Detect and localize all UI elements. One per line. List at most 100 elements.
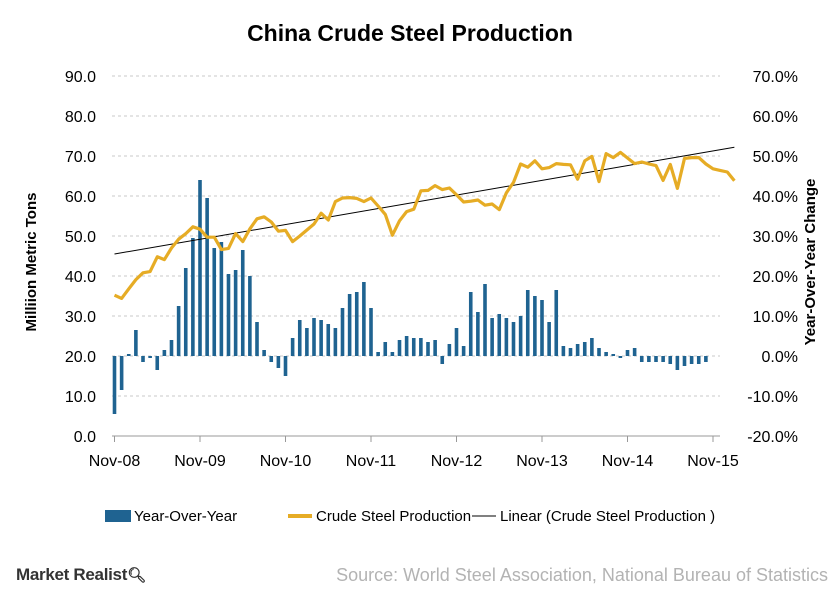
x-tick-label: Nov-12	[431, 453, 483, 470]
yoy-bar	[126, 354, 131, 356]
right-tick-label: 0.0%	[762, 349, 798, 366]
yoy-bar	[226, 274, 231, 356]
yoy-bar	[604, 352, 608, 356]
yoy-bar	[319, 320, 323, 356]
yoy-bar	[276, 356, 281, 368]
magnifier-icon: 🔍︎	[127, 567, 146, 584]
yoy-bar	[518, 316, 523, 356]
yoy-bar	[347, 294, 352, 356]
right-tick-label: -20.0%	[747, 429, 798, 446]
yoy-bar	[141, 356, 145, 362]
yoy-bar	[198, 180, 202, 356]
left-tick-label: 70.0	[65, 149, 96, 166]
yoy-bar	[440, 356, 445, 364]
left-tick-label: 90.0	[65, 69, 96, 86]
yoy-bar	[255, 322, 259, 356]
yoy-bar	[704, 356, 708, 362]
chart-title: China Crude Steel Production	[247, 20, 573, 46]
left-tick-label: 80.0	[65, 109, 96, 126]
x-tick-label: Nov-13	[516, 453, 568, 470]
yoy-bar	[240, 250, 245, 356]
left-axis-ticks: 0.0 10.0 20.0 30.0 40.0 50.0 60.0 70.0 80.0 90.0	[65, 69, 96, 446]
x-tick-label: Nov-15	[687, 453, 739, 470]
yoy-bar	[682, 356, 687, 366]
yoy-bar	[297, 320, 302, 356]
yoy-bar	[504, 318, 509, 356]
yoy-bar	[397, 340, 402, 356]
yoy-bar	[582, 342, 587, 356]
yoy-bar	[383, 342, 388, 356]
logo-text: Market Realist	[16, 565, 128, 584]
legend-label-production: Crude Steel Production	[316, 508, 471, 525]
yoy-bar	[233, 270, 238, 356]
yoy-bar	[454, 328, 459, 356]
yoy-bar	[433, 340, 437, 356]
yoy-bar	[511, 322, 516, 356]
source-note: Source: World Steel Association, Nationa…	[336, 565, 828, 585]
yoy-bar	[155, 356, 160, 370]
left-tick-label: 50.0	[65, 229, 96, 246]
market-realist-logo: Market Realist🔍︎	[16, 565, 146, 585]
yoy-bar	[119, 356, 124, 390]
left-axis-title: Milliion Metric Tons	[23, 193, 40, 332]
right-tick-label: -10.0%	[747, 389, 798, 406]
yoy-bar	[376, 352, 380, 356]
right-tick-label: 20.0%	[753, 269, 798, 286]
right-tick-label: 50.0%	[753, 149, 798, 166]
yoy-bar	[362, 282, 366, 356]
yoy-bar	[191, 238, 195, 356]
yoy-bars	[112, 180, 708, 414]
right-axis-ticks: -20.0% -10.0% 0.0% 10.0% 20.0% 30.0% 40.0% 50.0…	[747, 69, 798, 446]
yoy-bar	[148, 356, 152, 358]
x-tick-label: Nov-08	[89, 453, 141, 470]
yoy-bar	[283, 356, 288, 376]
yoy-bar	[689, 356, 694, 364]
yoy-bar	[205, 198, 209, 356]
legend: Year-Over-Year Crude Steel Production Li…	[105, 508, 715, 525]
yoy-bar	[597, 348, 601, 356]
yoy-bar	[618, 356, 623, 358]
x-tick-label: Nov-14	[602, 453, 654, 470]
yoy-bar	[169, 340, 174, 356]
yoy-bar	[632, 348, 637, 356]
yoy-bar	[654, 356, 658, 362]
yoy-bar	[611, 354, 616, 356]
yoy-bar	[639, 356, 644, 362]
yoy-bar	[212, 248, 217, 356]
yoy-bar	[134, 330, 138, 356]
yoy-bar	[333, 328, 338, 356]
right-tick-label: 70.0%	[753, 69, 798, 86]
yoy-bar	[661, 356, 665, 362]
legend-swatch-yoy	[105, 510, 131, 522]
x-tick-label: Nov-10	[260, 453, 312, 470]
yoy-bar	[290, 338, 295, 356]
x-tick-label: Nov-11	[346, 453, 396, 470]
left-tick-label: 10.0	[65, 389, 96, 406]
yoy-bar	[668, 356, 673, 364]
yoy-bar	[490, 318, 494, 356]
left-tick-label: 30.0	[65, 309, 96, 326]
yoy-bar	[547, 322, 551, 356]
left-tick-label: 60.0	[65, 189, 96, 206]
yoy-bar	[305, 328, 309, 356]
gridlines	[112, 75, 720, 397]
yoy-bar	[568, 348, 573, 356]
yoy-bar	[675, 356, 680, 370]
left-tick-label: 0.0	[74, 429, 96, 446]
right-tick-label: 40.0%	[753, 189, 798, 206]
yoy-bar	[390, 352, 395, 356]
legend-label-yoy: Year-Over-Year	[134, 508, 237, 525]
trendline-group	[114, 146, 735, 255]
left-tick-label: 40.0	[65, 269, 96, 286]
yoy-bar	[369, 308, 373, 356]
yoy-bar	[696, 356, 701, 364]
yoy-bar	[354, 292, 359, 356]
legend-label-linear: Linear (Crude Steel Production )	[500, 508, 715, 525]
yoy-bar	[575, 344, 580, 356]
production-line	[113, 150, 736, 300]
production-line-group	[113, 150, 736, 300]
yoy-bar	[476, 312, 480, 356]
yoy-bar	[262, 350, 266, 356]
yoy-bar	[447, 344, 452, 356]
